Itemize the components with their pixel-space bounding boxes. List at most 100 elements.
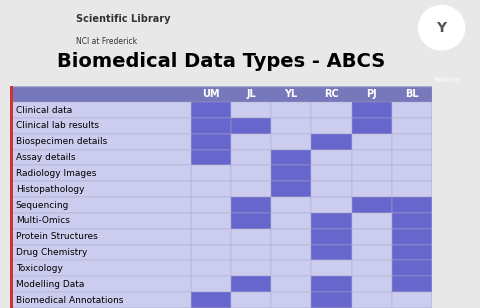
FancyBboxPatch shape [312, 150, 351, 165]
Text: NCI at Frederick: NCI at Frederick [75, 37, 137, 46]
Text: Radiology Images: Radiology Images [16, 169, 96, 178]
Text: UM: UM [202, 89, 219, 99]
FancyBboxPatch shape [10, 118, 191, 134]
FancyBboxPatch shape [191, 245, 231, 261]
FancyBboxPatch shape [10, 181, 191, 197]
FancyBboxPatch shape [271, 165, 312, 181]
FancyBboxPatch shape [351, 181, 392, 197]
FancyBboxPatch shape [351, 276, 392, 292]
FancyBboxPatch shape [351, 245, 392, 261]
FancyBboxPatch shape [312, 261, 351, 276]
FancyBboxPatch shape [271, 197, 312, 213]
FancyBboxPatch shape [191, 213, 231, 229]
Circle shape [419, 6, 465, 50]
FancyBboxPatch shape [271, 134, 312, 150]
FancyBboxPatch shape [271, 229, 312, 245]
FancyBboxPatch shape [10, 292, 191, 308]
FancyBboxPatch shape [191, 165, 231, 181]
FancyBboxPatch shape [392, 118, 432, 134]
FancyBboxPatch shape [10, 134, 191, 150]
FancyBboxPatch shape [191, 134, 231, 150]
Text: Multi-Omics: Multi-Omics [16, 217, 70, 225]
FancyBboxPatch shape [10, 245, 191, 261]
FancyBboxPatch shape [10, 165, 191, 181]
FancyBboxPatch shape [271, 276, 312, 292]
Text: YL: YL [285, 89, 298, 99]
FancyBboxPatch shape [312, 165, 351, 181]
FancyBboxPatch shape [10, 276, 191, 292]
FancyBboxPatch shape [231, 261, 271, 276]
FancyBboxPatch shape [312, 134, 351, 150]
FancyBboxPatch shape [191, 276, 231, 292]
FancyBboxPatch shape [271, 245, 312, 261]
FancyBboxPatch shape [271, 150, 312, 165]
FancyBboxPatch shape [392, 213, 432, 229]
FancyBboxPatch shape [312, 197, 351, 213]
Text: Drug Chemistry: Drug Chemistry [16, 248, 87, 257]
FancyBboxPatch shape [351, 261, 392, 276]
FancyBboxPatch shape [10, 197, 191, 213]
FancyBboxPatch shape [312, 276, 351, 292]
FancyBboxPatch shape [271, 213, 312, 229]
FancyBboxPatch shape [10, 102, 191, 118]
FancyBboxPatch shape [10, 229, 191, 245]
FancyBboxPatch shape [351, 118, 392, 134]
FancyBboxPatch shape [392, 197, 432, 213]
FancyBboxPatch shape [392, 292, 432, 308]
Text: Clinical lab results: Clinical lab results [16, 121, 98, 130]
Text: JL: JL [246, 89, 256, 99]
FancyBboxPatch shape [231, 276, 271, 292]
FancyBboxPatch shape [231, 229, 271, 245]
Text: Histopathology: Histopathology [16, 185, 84, 194]
FancyBboxPatch shape [351, 197, 392, 213]
Text: Scientific Library: Scientific Library [75, 14, 170, 24]
FancyBboxPatch shape [351, 229, 392, 245]
FancyBboxPatch shape [10, 86, 13, 308]
FancyBboxPatch shape [191, 197, 231, 213]
FancyBboxPatch shape [392, 245, 432, 261]
Text: Protein Structures: Protein Structures [16, 232, 97, 241]
FancyBboxPatch shape [231, 134, 271, 150]
FancyBboxPatch shape [392, 181, 432, 197]
FancyBboxPatch shape [191, 292, 231, 308]
Text: Biomedical Data Types - ABCS: Biomedical Data Types - ABCS [57, 52, 385, 71]
FancyBboxPatch shape [191, 261, 231, 276]
FancyBboxPatch shape [191, 118, 231, 134]
FancyBboxPatch shape [351, 134, 392, 150]
FancyBboxPatch shape [351, 213, 392, 229]
FancyBboxPatch shape [231, 292, 271, 308]
FancyBboxPatch shape [231, 118, 271, 134]
FancyBboxPatch shape [312, 213, 351, 229]
Text: Y: Y [436, 21, 447, 35]
FancyBboxPatch shape [392, 134, 432, 150]
FancyBboxPatch shape [392, 102, 432, 118]
FancyBboxPatch shape [312, 292, 351, 308]
FancyBboxPatch shape [271, 261, 312, 276]
FancyBboxPatch shape [351, 150, 392, 165]
Text: Modelling Data: Modelling Data [16, 280, 84, 289]
FancyBboxPatch shape [312, 245, 351, 261]
FancyBboxPatch shape [10, 261, 191, 276]
FancyBboxPatch shape [312, 102, 351, 118]
FancyBboxPatch shape [10, 213, 191, 229]
FancyBboxPatch shape [231, 181, 271, 197]
Text: Biospecimen details: Biospecimen details [16, 137, 107, 146]
FancyBboxPatch shape [231, 150, 271, 165]
Text: Clinical data: Clinical data [16, 106, 72, 115]
FancyBboxPatch shape [351, 102, 392, 118]
FancyBboxPatch shape [191, 150, 231, 165]
FancyBboxPatch shape [231, 213, 271, 229]
FancyBboxPatch shape [392, 150, 432, 165]
FancyBboxPatch shape [271, 292, 312, 308]
FancyBboxPatch shape [312, 229, 351, 245]
FancyBboxPatch shape [351, 165, 392, 181]
FancyBboxPatch shape [231, 197, 271, 213]
Text: Assay details: Assay details [16, 153, 75, 162]
FancyBboxPatch shape [231, 245, 271, 261]
FancyBboxPatch shape [271, 118, 312, 134]
FancyBboxPatch shape [392, 276, 432, 292]
FancyBboxPatch shape [392, 165, 432, 181]
Text: BL: BL [405, 89, 419, 99]
FancyBboxPatch shape [312, 181, 351, 197]
Text: Sequencing: Sequencing [16, 201, 69, 209]
